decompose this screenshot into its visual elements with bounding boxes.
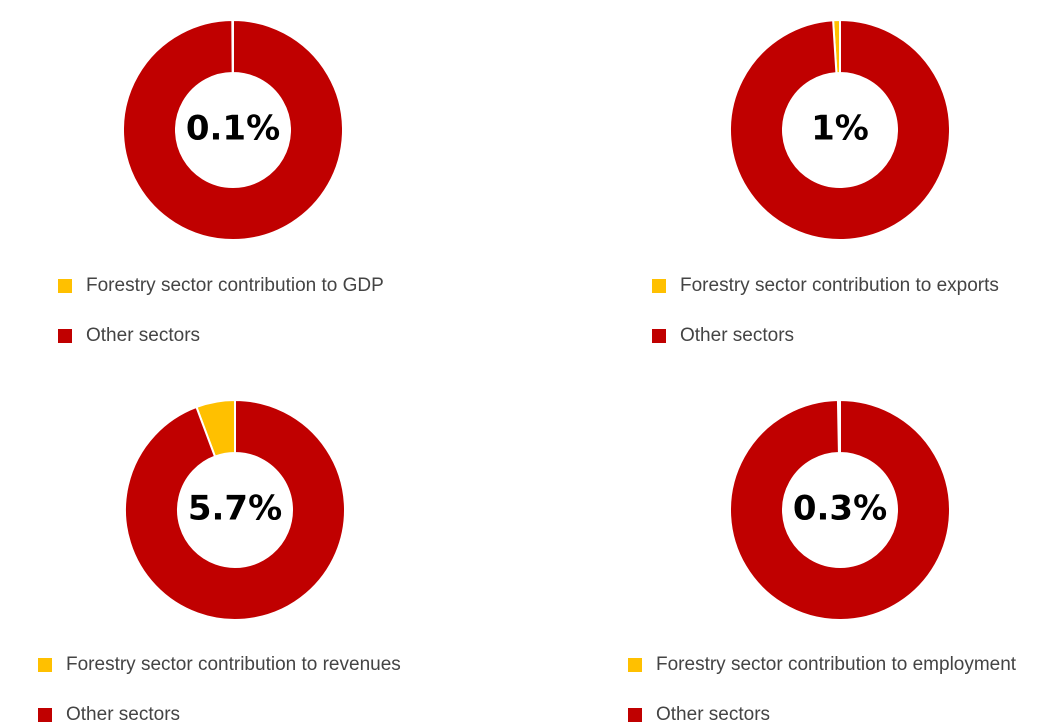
legend-label: Forestry sector contribution to GDP bbox=[86, 275, 384, 296]
legend-label: Forestry sector contribution to employme… bbox=[656, 654, 1017, 675]
legend-label: Other sectors bbox=[656, 704, 770, 725]
legend-label: Other sectors bbox=[680, 325, 794, 346]
pie-slice bbox=[124, 398, 346, 621]
center-label: 0.1% bbox=[186, 109, 280, 149]
legend-swatch bbox=[58, 329, 72, 343]
legend-label: Other sectors bbox=[86, 325, 200, 346]
legend-swatch bbox=[38, 708, 52, 722]
legend-swatch bbox=[652, 279, 666, 293]
legend-swatch bbox=[38, 658, 52, 672]
center-label: 5.7% bbox=[188, 489, 282, 529]
pie-slice bbox=[729, 18, 951, 241]
center-label: 1% bbox=[811, 109, 869, 149]
legend-label: Forestry sector contribution to revenues bbox=[66, 654, 401, 675]
legend-label: Other sectors bbox=[66, 704, 180, 725]
legend-label: Forestry sector contribution to exports bbox=[680, 275, 999, 296]
pie-slice bbox=[729, 398, 952, 621]
legend-swatch bbox=[628, 708, 642, 722]
center-label: 0.3% bbox=[793, 489, 887, 529]
legend-swatch bbox=[652, 329, 666, 343]
pie-slice bbox=[122, 18, 344, 241]
legend-swatch bbox=[628, 658, 642, 672]
legend-swatch bbox=[58, 279, 72, 293]
